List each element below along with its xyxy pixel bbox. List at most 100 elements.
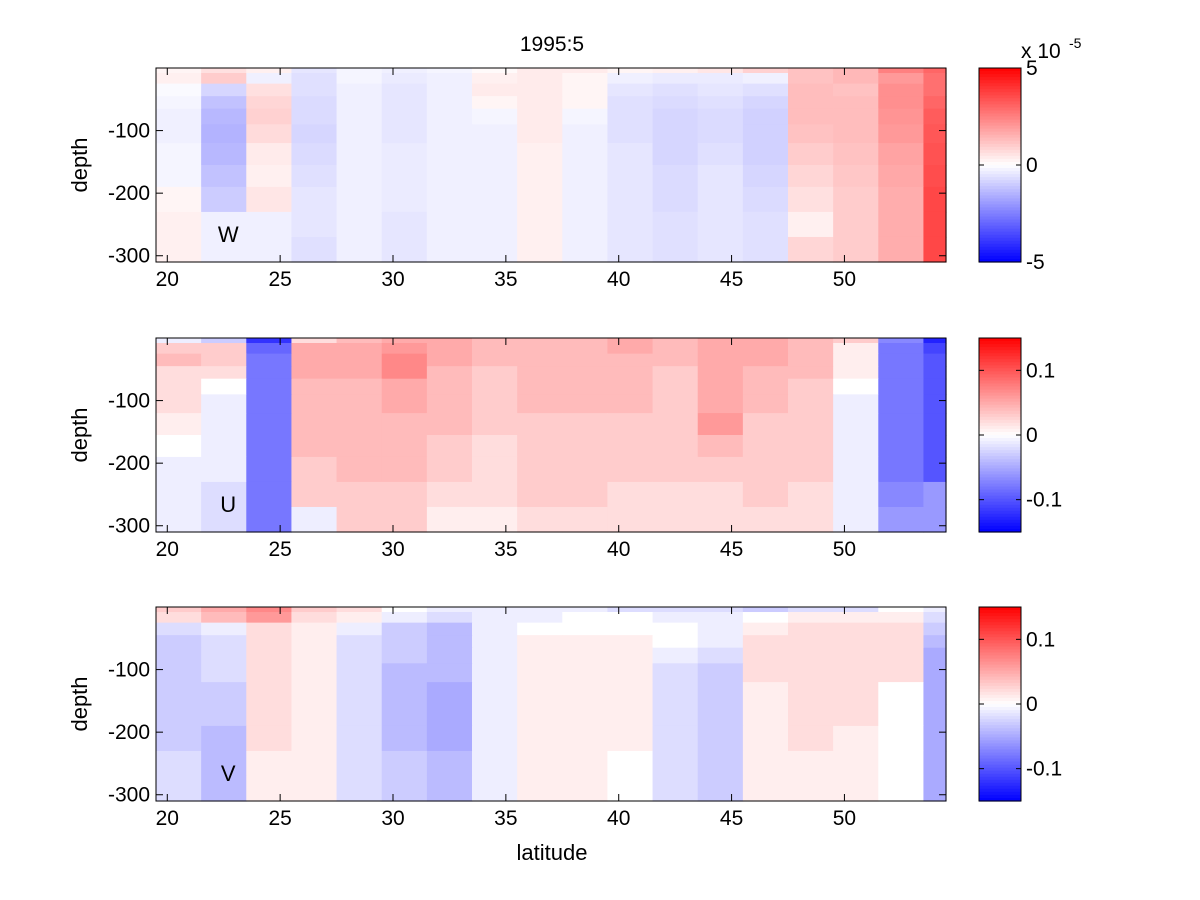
heatmap-cell: [426, 635, 473, 649]
colorbar-swatch: [979, 165, 1021, 169]
heatmap-cell: [697, 456, 744, 483]
heatmap-cell: [426, 435, 473, 458]
heatmap-cell: [562, 506, 609, 533]
heatmap-cell: [517, 647, 563, 664]
heatmap-cell: [562, 343, 609, 355]
panel-label: W: [218, 222, 239, 247]
heatmap-cell: [156, 506, 202, 533]
heatmap-cell: [336, 607, 383, 613]
heatmap-cell: [517, 343, 563, 355]
heatmap-cell: [381, 73, 428, 85]
heatmap-cell: [697, 506, 744, 533]
heatmap-cell: [878, 165, 925, 188]
heatmap-cell: [742, 96, 789, 110]
heatmap-cell: [607, 378, 654, 395]
colorbar-swatch: [979, 710, 1021, 714]
colorbar-swatch: [979, 619, 1021, 623]
heatmap-cell: [878, 750, 925, 777]
heatmap-cell: [697, 725, 744, 752]
heatmap-cell: [246, 68, 293, 74]
heatmap-cell: [788, 704, 834, 727]
heatmap-cell: [788, 663, 834, 683]
colorbar-swatch: [979, 522, 1021, 527]
y-tick-label: -300: [108, 784, 150, 807]
colorbar-swatch: [979, 519, 1021, 524]
colorbar-swatch: [979, 761, 1021, 766]
heatmap-cell: [652, 108, 699, 125]
y-tick-label: -100: [108, 120, 150, 143]
heatmap-cell: [381, 338, 428, 344]
heatmap-cell: [607, 73, 654, 85]
colorbar-swatch: [979, 770, 1021, 775]
heatmap-cell: [381, 456, 428, 483]
heatmap-cell: [201, 83, 247, 97]
heatmap-cell: [562, 378, 609, 395]
colorbar-swatch: [979, 628, 1021, 632]
heatmap-cell: [607, 96, 654, 110]
heatmap-cell: [472, 338, 518, 344]
heatmap-cell: [472, 186, 518, 213]
heatmap-cell: [923, 211, 947, 238]
heatmap-cell: [697, 338, 744, 344]
heatmap-cell: [742, 622, 789, 636]
colorbar-swatch: [979, 80, 1021, 84]
colorbar-swatch: [979, 492, 1021, 497]
heatmap-cell: [833, 725, 879, 752]
y-tick-label: -300: [108, 515, 150, 538]
heatmap-cell: [517, 366, 563, 380]
heatmap-cell: [156, 456, 202, 483]
colorbar-swatch: [979, 347, 1021, 351]
heatmap-cell: [878, 378, 925, 395]
colorbar-swatch: [979, 453, 1021, 457]
heatmap-cell: [246, 366, 293, 380]
heatmap-cell: [923, 456, 947, 483]
heatmap-cell: [201, 236, 247, 263]
heatmap-cell: [697, 682, 744, 705]
heatmap-cell: [697, 165, 744, 188]
colorbar-swatch: [979, 377, 1021, 382]
heatmap-cell: [517, 435, 563, 458]
heatmap-cell: [788, 68, 834, 74]
heatmap-cell: [652, 211, 699, 238]
heatmap-cell: [156, 682, 202, 705]
heatmap-cell: [742, 607, 789, 613]
heatmap-cell: [697, 612, 744, 624]
heatmap-cell: [246, 704, 293, 727]
heatmap-cell: [788, 612, 834, 624]
colorbar: 0.1 0 -0.1: [978, 337, 1062, 533]
colorbar-swatch: [979, 462, 1021, 466]
heatmap-cell: [336, 663, 383, 683]
colorbar-swatch: [979, 707, 1021, 711]
heatmap-cell: [201, 186, 247, 213]
colorbar-swatch: [979, 183, 1021, 187]
heatmap-cell: [426, 663, 473, 683]
heatmap-cell: [788, 622, 834, 636]
colorbar-swatch: [979, 740, 1021, 745]
colorbar-swatch: [979, 243, 1021, 248]
heatmap-cell: [742, 353, 789, 367]
colorbar-swatch: [979, 395, 1021, 400]
heatmap-cell: [833, 143, 879, 166]
heatmap-cell: [517, 124, 563, 144]
heatmap-cell: [833, 506, 879, 533]
heatmap-cell: [246, 635, 293, 649]
heatmap-cell: [878, 481, 925, 508]
x-axis-label: latitude: [517, 840, 588, 865]
heatmap-cell: [878, 338, 925, 344]
heatmap-cell: [426, 481, 473, 508]
heatmap-cell: [336, 506, 383, 533]
heatmap-cell: [517, 143, 563, 166]
colorbar-swatch: [979, 685, 1021, 690]
heatmap-cell: [878, 343, 925, 355]
heatmap-cell: [156, 647, 202, 664]
colorbar-swatch: [979, 246, 1021, 251]
heatmap-cell: [426, 108, 473, 125]
heatmap-cell: [562, 663, 609, 683]
heatmap-cell: [291, 378, 338, 395]
heatmap-cell: [923, 704, 947, 727]
heatmap-cell: [472, 435, 518, 458]
colorbar-swatch: [979, 131, 1021, 136]
heatmap-cell: [246, 353, 293, 367]
heatmap-cell: [562, 481, 609, 508]
